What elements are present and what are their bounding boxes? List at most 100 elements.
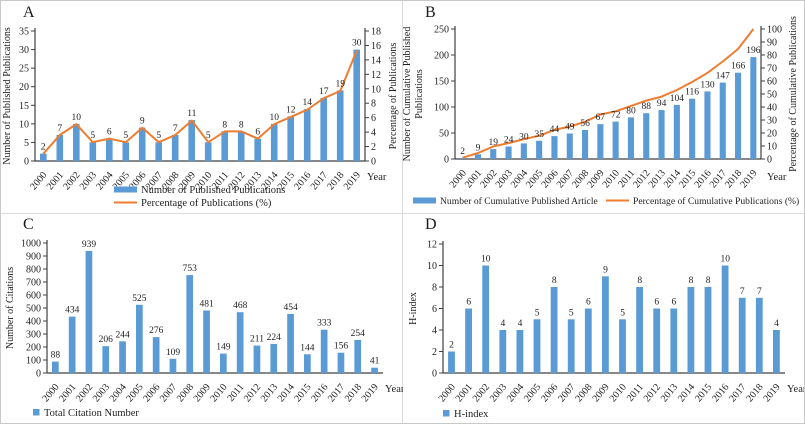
- data-label: 94: [657, 99, 667, 109]
- right-tick-label: 10: [371, 84, 381, 95]
- bar: [337, 352, 345, 373]
- bar: [658, 110, 665, 159]
- data-label: 211: [250, 335, 264, 345]
- x-tick-label: 2016: [292, 170, 313, 192]
- bar: [119, 341, 126, 373]
- x-tick-label: 2016: [309, 382, 330, 404]
- right-axis-title: Percentage of Publications: [388, 43, 399, 150]
- bar: [89, 142, 97, 161]
- x-tick-label: 2004: [505, 382, 526, 404]
- x-tick-label: 2019: [360, 382, 381, 404]
- data-label: 67: [596, 113, 606, 123]
- bar: [73, 123, 80, 161]
- data-label: 9: [603, 265, 608, 275]
- legend-label: Number of Cumulative Published Article: [440, 196, 598, 207]
- left-tick-label: 8: [432, 283, 437, 294]
- right-tick-label: 100: [767, 25, 782, 36]
- data-label: 5: [123, 131, 128, 141]
- data-label: 6: [107, 128, 112, 138]
- data-label: 104: [670, 94, 685, 104]
- x-tick-label: 2006: [539, 382, 560, 404]
- right-tick-label: 60: [767, 77, 777, 88]
- x-tick-label: 2018: [744, 382, 765, 404]
- right-tick-label: 2: [371, 142, 376, 153]
- left-tick-label: 10: [19, 119, 29, 130]
- bar: [203, 310, 210, 373]
- data-label: 10: [481, 255, 491, 265]
- x-tick-label: 2011: [225, 382, 246, 404]
- bar: [643, 113, 650, 159]
- data-label: 8: [637, 276, 642, 286]
- chart-c-citations: 0 100 200 300 400 500 600 700 800 900 1000 Number o…: [5, 239, 403, 420]
- x-tick-label: 2009: [590, 382, 611, 404]
- x-tick-label: 2012: [242, 382, 263, 404]
- left-tick-label: 700: [26, 278, 41, 289]
- data-label: 5: [156, 131, 161, 141]
- bar: [204, 142, 212, 161]
- x-tick-label: 2003: [488, 382, 509, 404]
- right-tick-label: 10: [767, 142, 777, 153]
- legend-label: Percentage of Publications (%): [141, 198, 272, 209]
- x-tick-label: 2014: [676, 382, 697, 404]
- data-label: 7: [57, 124, 62, 134]
- left-tick-label: 12: [427, 240, 437, 251]
- x-tick-label: 2012: [642, 382, 663, 404]
- x-tick-label: 2007: [556, 382, 577, 404]
- bar: [138, 127, 146, 161]
- right-axis-title: Percentage of Cumulative Publications: [788, 16, 799, 172]
- data-label: 56: [580, 119, 590, 129]
- data-label: 72: [611, 111, 621, 121]
- left-tick-label: 0: [432, 369, 437, 380]
- bar: [627, 117, 634, 159]
- legend-square-swatch: [33, 409, 40, 416]
- bar: [320, 329, 328, 373]
- data-label: 196: [746, 46, 761, 56]
- right-tick-label: 18: [371, 27, 381, 38]
- right-tick-label: 16: [371, 41, 381, 52]
- bar: [56, 135, 64, 161]
- bar: [254, 138, 261, 161]
- panel-a-letter: A: [23, 4, 35, 21]
- chart-b-cumulative-publications: 0 50 100 150 200 250 0 10 20 30 40 50 60 70 80 90 100 Num…: [403, 16, 799, 207]
- data-label: 244: [115, 330, 130, 340]
- left-tick-label: 900: [26, 252, 41, 263]
- data-label: 8: [552, 276, 557, 286]
- left-axis-title: Number of Cumulative Published: [403, 27, 413, 162]
- data-label: 2: [41, 143, 46, 153]
- data-label: 2: [449, 341, 454, 351]
- data-label: 8: [239, 120, 244, 130]
- left-tick-label: 25: [19, 64, 29, 75]
- data-label: 166: [731, 62, 746, 72]
- right-tick-label: 70: [767, 64, 777, 75]
- left-tick-label: 300: [26, 330, 41, 341]
- data-label: 2: [460, 147, 465, 157]
- left-tick-label: 200: [26, 343, 41, 354]
- left-tick-label: 15: [19, 101, 29, 112]
- bar: [505, 146, 512, 159]
- panel-c-letter: C: [23, 216, 34, 233]
- bar: [704, 91, 711, 159]
- bar: [670, 308, 678, 373]
- left-axis-title: H-index: [408, 292, 419, 325]
- panel-divider-horizontal: [1, 213, 804, 214]
- left-tick-label: 150: [434, 77, 449, 88]
- x-tick-label: 2005: [124, 382, 145, 404]
- data-label: 7: [173, 124, 178, 134]
- bar: [220, 353, 227, 373]
- x-tick-label: 2006: [141, 382, 162, 404]
- data-label: 80: [626, 106, 636, 116]
- data-label: 333: [317, 319, 332, 329]
- data-label: 9: [476, 143, 481, 153]
- x-tick-label: 2000: [437, 382, 458, 404]
- bar: [448, 351, 455, 373]
- data-label: 19: [336, 79, 346, 89]
- bar: [636, 287, 643, 373]
- bar: [169, 358, 177, 373]
- data-label: 144: [300, 343, 315, 353]
- x-tick-label: 2017: [727, 382, 748, 404]
- bar: [566, 133, 573, 159]
- data-label: 206: [99, 335, 114, 345]
- x-tick-label: 2017: [309, 170, 330, 192]
- x-tick-label: 2019: [342, 170, 363, 192]
- x-tick-label: 2008: [175, 382, 196, 404]
